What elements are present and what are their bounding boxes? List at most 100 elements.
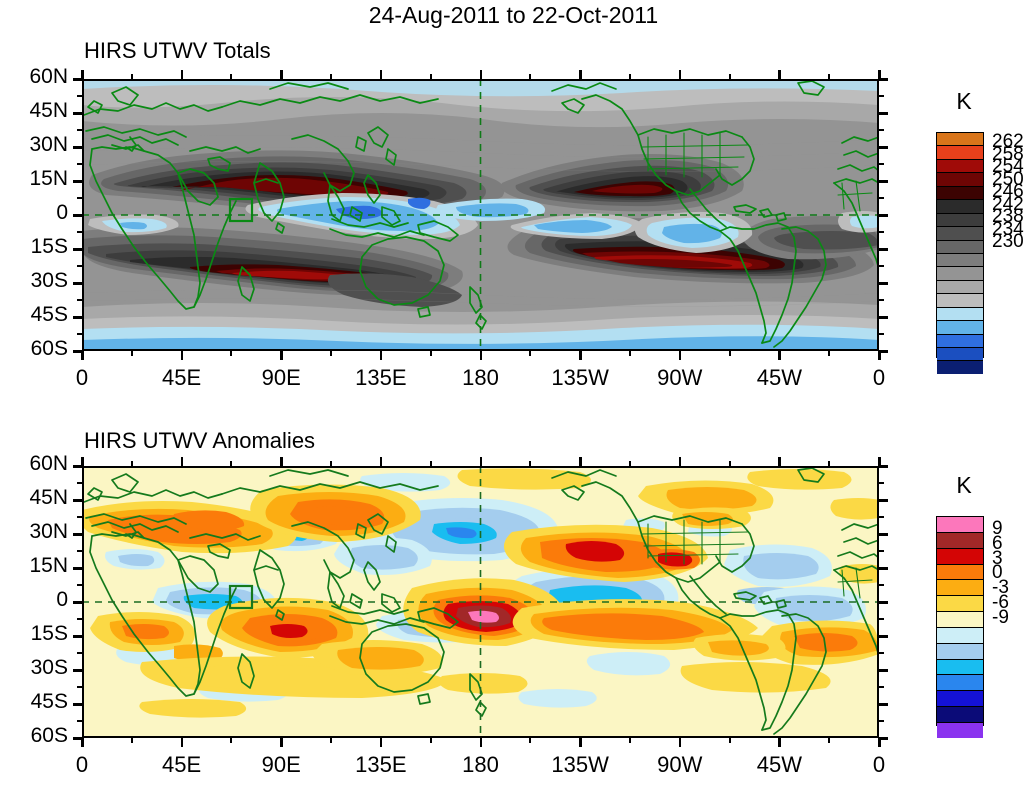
y-minor-tick xyxy=(77,299,82,301)
y-minor-tick xyxy=(879,299,884,301)
x-minor-tick xyxy=(330,351,333,356)
colorbar-tick-label: 230 xyxy=(992,231,1024,252)
colorbar-band xyxy=(937,146,983,160)
colorbar-band xyxy=(937,186,983,201)
x-minor-tick xyxy=(330,738,333,743)
x-tick xyxy=(678,738,682,747)
y-minor-tick xyxy=(77,265,82,267)
x-tick xyxy=(180,457,184,466)
x-minor-tick xyxy=(728,351,731,356)
y-tick xyxy=(73,146,82,149)
y-tick xyxy=(73,499,82,502)
x-tick-label: 90W xyxy=(657,752,703,777)
region-box-marker xyxy=(228,584,254,610)
colorbar-band xyxy=(937,159,983,174)
colorbar-anomalies-unit: K xyxy=(956,472,972,498)
x-minor-tick xyxy=(828,351,831,356)
x-tick-label: 135E xyxy=(355,752,407,777)
colorbar-band xyxy=(937,517,983,533)
y-minor-tick xyxy=(77,95,82,97)
y-minor-tick xyxy=(879,584,884,586)
x-minor-tick xyxy=(429,74,432,79)
colorbar-tick-label: -9 xyxy=(992,607,1009,628)
colorbar-tick-label: 242 xyxy=(992,193,1024,215)
x-tick xyxy=(379,351,383,360)
x-tick-label: 135W xyxy=(551,365,609,390)
panel-title-totals: HIRS UTWV Totals xyxy=(84,38,271,63)
y-tick xyxy=(73,180,82,183)
x-tick xyxy=(379,738,383,747)
y-minor-tick xyxy=(77,129,82,131)
x-tick xyxy=(379,70,383,79)
y-tick xyxy=(879,703,888,706)
map-totals-canvas xyxy=(82,79,879,351)
x-tick xyxy=(479,70,482,79)
map-totals[interactable] xyxy=(82,79,879,351)
y-tick xyxy=(879,499,888,502)
colorbar-totals-bands[interactable] xyxy=(936,132,984,374)
x-minor-tick xyxy=(628,738,631,743)
x-tick-label: 180 xyxy=(462,752,499,777)
y-minor-tick xyxy=(879,333,884,335)
x-minor-tick xyxy=(728,738,731,743)
colorbar-tick-label: 262 xyxy=(992,131,1024,153)
colorbar-tick-label: 9 xyxy=(992,517,1003,539)
map-anomalies[interactable] xyxy=(82,466,879,738)
x-tick xyxy=(878,351,881,360)
y-tick xyxy=(73,601,82,604)
colorbar-band xyxy=(937,227,983,241)
x-tick xyxy=(878,738,881,747)
colorbar-tick-label: -3 xyxy=(992,577,1009,599)
y-minor-tick xyxy=(77,197,82,199)
colorbar-band xyxy=(937,253,983,268)
colorbar-band xyxy=(937,307,983,322)
y-minor-tick xyxy=(77,163,82,165)
colorbar-tick-label: 3 xyxy=(992,547,1003,569)
x-minor-tick xyxy=(230,351,233,356)
y-tick-label: 30N xyxy=(29,133,68,156)
y-tick xyxy=(73,703,82,706)
x-minor-tick xyxy=(429,351,432,356)
y-minor-tick xyxy=(879,516,884,518)
y-tick-label: 60S xyxy=(30,724,68,747)
colorbar-tick-label: 246 xyxy=(992,181,1024,203)
colorbar-band xyxy=(937,361,983,374)
x-tick xyxy=(280,351,283,360)
colorbar-band xyxy=(937,213,983,228)
colorbar-band xyxy=(937,133,983,147)
colorbar-anomalies-bands[interactable] xyxy=(936,516,984,738)
colorbar-band xyxy=(937,532,983,549)
y-minor-tick xyxy=(879,197,884,199)
colorbar-band xyxy=(937,691,983,708)
y-minor-tick xyxy=(879,652,884,654)
x-tick-label: 90E xyxy=(261,365,301,390)
y-tick xyxy=(879,567,888,570)
y-tick xyxy=(879,737,888,740)
x-tick-label: 0 xyxy=(75,752,89,777)
y-minor-tick xyxy=(77,482,82,484)
map-anomalies-canvas xyxy=(82,466,879,738)
x-tick-label: 45E xyxy=(162,752,202,777)
colorbar-band xyxy=(937,564,983,581)
y-minor-tick xyxy=(77,550,82,552)
colorbar-band xyxy=(937,675,983,692)
y-tick xyxy=(879,465,888,468)
y-tick-label: 15N xyxy=(29,167,68,190)
y-tick xyxy=(73,282,82,285)
colorbar-totals-unit: K xyxy=(956,88,972,114)
y-tick xyxy=(879,180,888,183)
y-tick xyxy=(879,78,888,81)
y-minor-tick xyxy=(77,618,82,620)
y-minor-tick xyxy=(77,516,82,518)
x-minor-tick xyxy=(628,74,631,79)
x-tick xyxy=(778,457,781,466)
x-tick xyxy=(778,738,781,747)
x-minor-tick xyxy=(130,738,133,743)
x-minor-tick xyxy=(529,74,532,79)
x-tick xyxy=(678,457,682,466)
colorbar-band xyxy=(937,548,983,565)
y-tick-label: 45N xyxy=(29,99,68,122)
x-minor-tick xyxy=(230,738,233,743)
y-tick-label: 45N xyxy=(29,486,68,509)
panel-title-anomalies: HIRS UTWV Anomalies xyxy=(84,428,316,453)
